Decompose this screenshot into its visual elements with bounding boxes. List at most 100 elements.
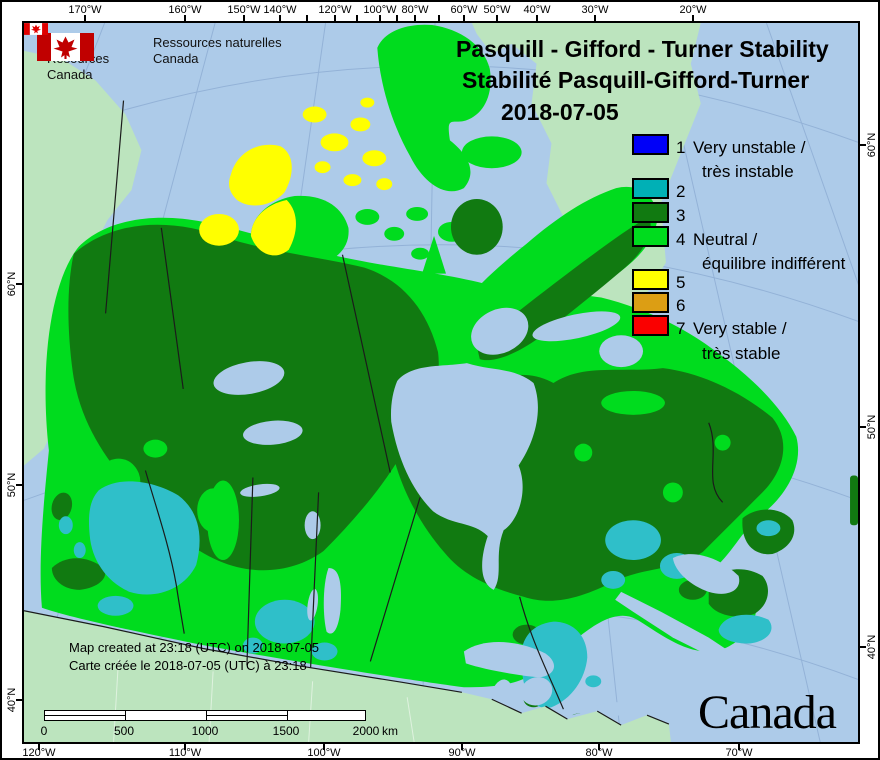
longitude-label-top: 60°W <box>450 4 478 16</box>
longitude-label-top: 20°W <box>679 4 707 16</box>
legend-swatch-7 <box>632 315 669 336</box>
legend-num-3: 3 <box>676 206 686 225</box>
latitude-tick-left <box>16 283 22 285</box>
longitude-tick-bottom <box>38 744 40 750</box>
legend-label-5: 5 <box>676 273 693 293</box>
legend-swatch-4 <box>632 226 669 247</box>
canada-map-svg <box>24 23 858 742</box>
nova-scotia <box>718 614 772 644</box>
wordmark-flag-icon <box>24 23 48 35</box>
st-lawrence-river <box>615 591 727 660</box>
legend-label-4b: équilibre indifférent <box>702 254 846 273</box>
map-canvas: Natural Resources Canada Ressources natu… <box>22 21 860 744</box>
legend-num-2: 2 <box>676 182 686 201</box>
map-title-en: Pasquill - Gifford - Turner Stability <box>456 36 829 62</box>
longitude-tick-top <box>306 15 308 21</box>
political-borders <box>24 100 724 726</box>
nrcan-signature: Natural Resources Canada Ressources natu… <box>37 33 303 83</box>
agency-fr-line2: Canada <box>153 51 199 66</box>
ellesmere-island <box>377 24 491 192</box>
legend-num-7: 7 <box>676 319 686 338</box>
latitude-tick-right <box>860 426 866 428</box>
longitude-label-top: 160°W <box>168 4 202 16</box>
canada-us-border <box>24 610 670 726</box>
map-title-fr: Stabilité Pasquill-Gifford-Turner <box>462 67 810 93</box>
longitude-label-top: 30°W <box>581 4 609 16</box>
banks-island <box>229 144 292 206</box>
legend-label-7: 7 Very stable / <box>676 319 787 339</box>
longitude-label-bottom: 70°W <box>725 747 753 759</box>
great-slave-lake <box>243 420 303 445</box>
legend-swatch-6 <box>632 292 669 313</box>
great-bear-lake <box>213 361 285 395</box>
longitude-label-bottom: 110°W <box>168 747 202 759</box>
longitude-label-top: 40°W <box>523 4 551 16</box>
longitude-tick-bottom <box>184 744 186 750</box>
longitude-tick-top <box>536 15 538 21</box>
legend-text-7: Very stable / <box>693 319 787 338</box>
latitude-label-right: 60°N <box>866 132 878 158</box>
longitude-label-bottom: 120°W <box>22 747 56 759</box>
longitude-label-top: 150°W <box>227 4 261 16</box>
scale-label: 2000 <box>352 724 380 738</box>
longitude-label-top: 100°W <box>363 4 397 16</box>
longitude-tick-top <box>243 15 245 21</box>
latitude-label-left: 60°N <box>6 271 18 297</box>
scale-label: 0 <box>40 724 48 738</box>
longitude-label-top: 170°W <box>68 4 102 16</box>
water-bodies <box>213 307 740 735</box>
longitude-tick-top <box>496 15 498 21</box>
us-land <box>24 610 671 742</box>
legend-swatch-1 <box>632 134 669 155</box>
latitude-label-right: 50°N <box>866 414 878 440</box>
longitude-label-top: 140°W <box>263 4 297 16</box>
longitude-tick-top <box>334 15 336 21</box>
legend-text-4: Neutral / <box>693 230 758 249</box>
note-created-en: Map created at 23:18 (UTC) on 2018-07-05 <box>69 640 320 655</box>
latitude-label-right: 40°N <box>866 634 878 660</box>
hudson-bay <box>390 363 538 590</box>
longitude-tick-bottom <box>323 744 325 750</box>
scale-label: 1000 <box>191 724 219 738</box>
scale-midline <box>45 715 125 716</box>
longitude-tick-top <box>692 15 694 21</box>
canada-wordmark: Canada <box>698 686 837 739</box>
map-title-date: 2018-07-05 <box>501 99 619 125</box>
longitude-tick-top <box>356 15 358 21</box>
agency-fr-line1: Ressources naturelles <box>153 35 282 50</box>
longitude-tick-top <box>84 15 86 21</box>
legend-num-1: 1 <box>676 138 686 157</box>
gulf-of-st-lawrence <box>672 554 740 594</box>
note-created-fr: Carte créée le 2018-07-05 (UTC) à 23:18 <box>69 658 307 673</box>
latitude-label-left: 50°N <box>6 472 18 498</box>
longitude-tick-bottom <box>598 744 600 750</box>
legend-num-5: 5 <box>676 273 686 292</box>
legend-label-1b: très instable <box>702 162 794 181</box>
longitude-label-top: 50°W <box>483 4 511 16</box>
class5-regions <box>199 97 393 256</box>
lake-superior <box>463 642 555 678</box>
agency-en-line2: Canada <box>47 67 93 82</box>
latitude-tick-left <box>16 484 22 486</box>
longitude-tick-bottom <box>461 744 463 750</box>
longitude-label-top: 120°W <box>318 4 352 16</box>
longitude-tick-top <box>379 15 381 21</box>
latitude-tick-left <box>16 699 22 701</box>
longitude-label-bottom: 100°W <box>307 747 341 759</box>
longitude-tick-top <box>184 15 186 21</box>
longitude-tick-bottom <box>738 744 740 750</box>
longitude-tick-top <box>414 15 416 21</box>
longitude-label-bottom: 80°W <box>585 747 613 759</box>
latitude-label-left: 40°N <box>6 687 18 713</box>
longitude-label-top: 80°W <box>401 4 429 16</box>
longitude-tick-top <box>396 15 398 21</box>
scale-divider <box>125 711 126 720</box>
scale-divider <box>287 711 288 720</box>
scale-label: 1500 <box>272 724 300 738</box>
longitude-tick-top <box>279 15 281 21</box>
legend-label-3: 3 <box>676 206 693 226</box>
longitude-tick-top <box>594 15 596 21</box>
canada-flag-icon <box>37 33 94 61</box>
legend-label-7b: très stable <box>702 344 781 363</box>
